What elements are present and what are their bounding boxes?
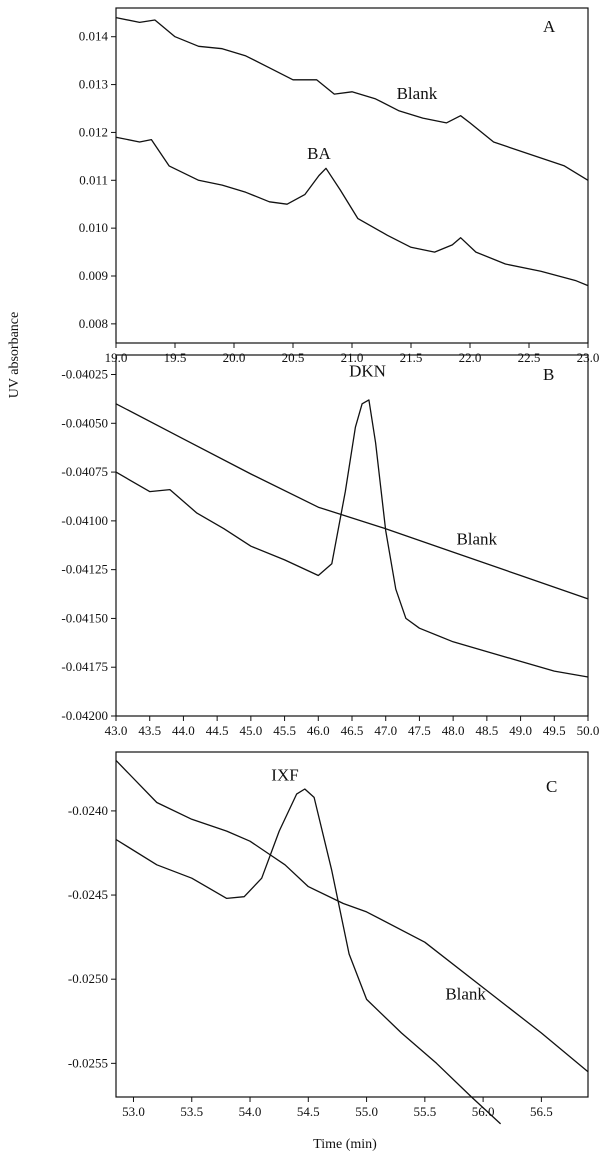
panel-a-label-blank: Blank [397,84,438,103]
panel-b-y-tick-label: -0.04075 [61,464,108,479]
panel-c-label-blank: Blank [445,984,486,1003]
panel-a-x-tick-label: 22.0 [459,350,482,365]
panel-c-series-blank [115,759,589,1073]
panel-c-x-tick-label: 55.0 [355,1104,378,1119]
panel-c-x-tick-label: 53.0 [122,1104,145,1119]
panel-c-plot-frame [115,751,589,1098]
panel-b-y-tick-label: -0.04125 [61,562,108,577]
panel-c-y-tick-label: -0.0245 [68,887,108,902]
panel-a-x-tick-label: 20.5 [282,350,305,365]
panel-b-y-tick-label: -0.04200 [61,708,108,723]
panel-b-x-tick-label: 48.0 [442,723,465,738]
panel-a-series-blank [115,16,589,181]
panel-c-y-tick-label: -0.0250 [68,971,108,986]
panel-a-y-tick-label: 0.010 [79,220,108,235]
panel-a-y-tick-label: 0.008 [79,316,108,331]
panel-b-label-dkn: DKN [349,361,386,380]
panel-a-x-tick-label: 22.5 [518,350,541,365]
panel-b-x-tick-label: 43.0 [105,723,128,738]
panel-a-series-ba [115,136,589,287]
panel-b-x-tick-label: 48.5 [475,723,498,738]
panel-c-x-tick-label: 54.0 [239,1104,262,1119]
panel-b-x-tick-label: 44.0 [172,723,195,738]
panel-b-x-tick-label: 49.5 [543,723,566,738]
panel-c-letter: C [546,777,557,796]
panel-c-series-ixf [115,788,502,1125]
panel-c-y-tick-label: -0.0240 [68,803,108,818]
panel-a-label-ba: BA [307,144,331,163]
panel-b-plot-frame [115,354,589,717]
panel-c-x-tick-label: 53.5 [180,1104,203,1119]
panel-b-x-tick-label: 44.5 [206,723,229,738]
panel-b-series-blank [115,403,589,600]
panel-c-label-ixf: IXF [271,766,298,785]
panel-b-y-tick-label: -0.04175 [61,659,108,674]
panel-a-y-tick-label: 0.013 [79,77,108,92]
panel-b-x-tick-label: 45.5 [273,723,296,738]
panel-a-y-tick-label: 0.012 [79,124,108,139]
panel-b-y-tick-label: -0.04050 [61,415,108,430]
panel-b-label-blank: Blank [456,529,497,548]
panel-b-x-tick-label: 50.0 [577,723,600,738]
panel-b-x-tick-label: 49.0 [509,723,532,738]
panel-a-plot-frame [115,7,589,344]
panel-b-y-tick-label: -0.04100 [61,513,108,528]
panel-b-x-tick-label: 47.5 [408,723,431,738]
panel-c-x-tick-label: 56.5 [530,1104,553,1119]
panel-a-y-tick-label: 0.014 [79,29,109,44]
panel-a-x-tick-label: 20.0 [223,350,246,365]
panel-b-y-tick-label: -0.04150 [61,610,108,625]
panel-a-y-tick-label: 0.011 [79,172,108,187]
panel-c-x-tick-label: 55.5 [413,1104,436,1119]
y-axis-title: UV absorbance [7,312,22,398]
panel-a-y-tick-label: 0.009 [79,268,108,283]
panel-a-x-tick-label: 21.5 [400,350,423,365]
panel-a-letter: A [543,17,556,36]
panel-b-series-dkn [115,399,589,678]
panel-a-x-tick-label: 19.5 [164,350,187,365]
panel-a-x-tick-label: 21.0 [341,350,364,365]
x-axis-title: Time (min) [313,1137,377,1152]
panel-b-x-tick-label: 46.0 [307,723,330,738]
panel-b-y-tick-label: -0.04025 [61,367,108,382]
panel-b-x-tick-label: 46.5 [341,723,364,738]
panel-b-x-tick-label: 47.0 [374,723,397,738]
panel-b-x-tick-label: 45.0 [239,723,262,738]
panel-c-x-tick-label: 56.0 [472,1104,495,1119]
panel-c-y-tick-label: -0.0255 [68,1055,108,1070]
panel-c-x-tick-label: 54.5 [297,1104,320,1119]
panel-b-x-tick-label: 43.5 [138,723,161,738]
panel-b-letter: B [543,365,554,384]
